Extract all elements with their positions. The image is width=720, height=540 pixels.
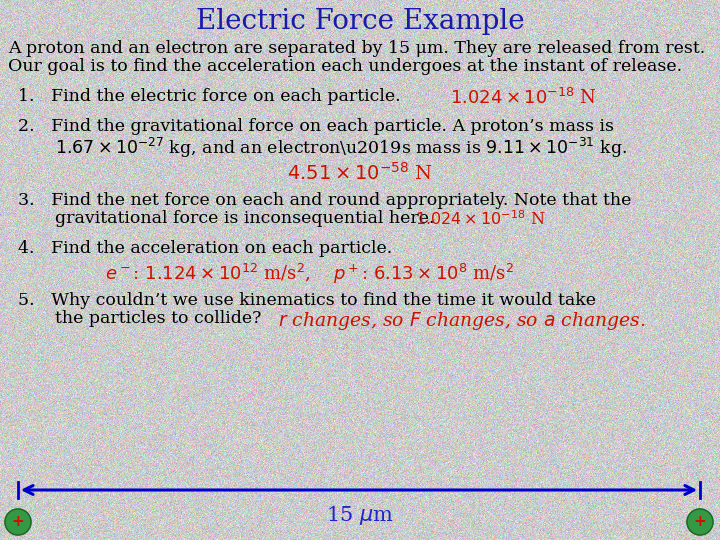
Text: $1.024 \times 10^{-18}$ N: $1.024 \times 10^{-18}$ N xyxy=(415,210,546,229)
Text: 3.   Find the net force on each and round appropriately. Note that the: 3. Find the net force on each and round … xyxy=(18,192,631,209)
Circle shape xyxy=(5,509,31,535)
Text: 15 $\mu$m: 15 $\mu$m xyxy=(326,504,394,527)
Text: A proton and an electron are separated by 15 μm. They are released from rest.: A proton and an electron are separated b… xyxy=(8,40,706,57)
Text: $e^-$: $1.124 \times 10^{12}$ m/s$^2$,    $p^+$: $6.13 \times 10^8$ m/s$^2$: $e^-$: $1.124 \times 10^{12}$ m/s$^2$, $… xyxy=(105,262,515,286)
Text: +: + xyxy=(12,515,24,530)
Text: $1.67 \times 10^{-27}$ kg, and an electron\u2019s mass is $9.11 \times 10^{-31}$: $1.67 \times 10^{-27}$ kg, and an electr… xyxy=(55,136,627,160)
Text: $4.51 \times 10^{-58}$ N: $4.51 \times 10^{-58}$ N xyxy=(287,162,433,184)
Text: 4.   Find the acceleration on each particle.: 4. Find the acceleration on each particl… xyxy=(18,240,392,257)
Text: $1.024 \times 10^{-18}$ N: $1.024 \times 10^{-18}$ N xyxy=(450,88,597,108)
Text: 1.   Find the electric force on each particle.: 1. Find the electric force on each parti… xyxy=(18,88,400,105)
Text: +: + xyxy=(693,515,706,530)
Text: the particles to collide?: the particles to collide? xyxy=(55,310,261,327)
Text: 5.   Why couldn’t we use kinematics to find the time it would take: 5. Why couldn’t we use kinematics to fin… xyxy=(18,292,596,309)
Text: Our goal is to find the acceleration each undergoes at the instant of release.: Our goal is to find the acceleration eac… xyxy=(8,58,682,75)
Text: 2.   Find the gravitational force on each particle. A proton’s mass is: 2. Find the gravitational force on each … xyxy=(18,118,614,135)
Text: $r$ changes, so $F$ changes, so $a$ changes.: $r$ changes, so $F$ changes, so $a$ chan… xyxy=(278,310,645,332)
Text: gravitational force is inconsequential here.: gravitational force is inconsequential h… xyxy=(55,210,434,227)
Circle shape xyxy=(687,509,713,535)
Text: Electric Force Example: Electric Force Example xyxy=(196,8,524,35)
